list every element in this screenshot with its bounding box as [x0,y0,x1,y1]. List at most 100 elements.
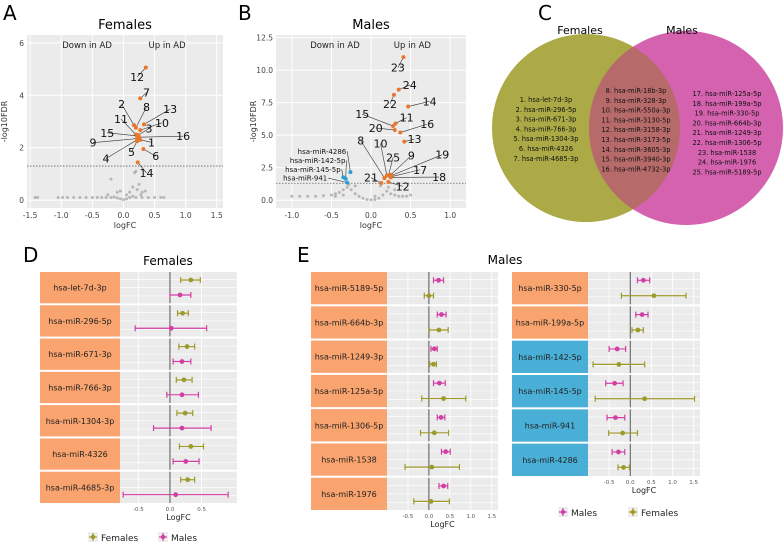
males-estimate-point [179,359,185,364]
venn-item-females: 5. hsa-miR-1304-3p [514,135,579,143]
nonsignificant-point [322,194,325,198]
label-leader-line [328,177,348,183]
females-estimate-point [184,344,190,349]
males-estimate-point [436,277,441,283]
label-leader-line [395,117,407,124]
venn-label-males: Males [666,24,698,37]
nonsignificant-point [353,192,357,196]
nonsignificant-point [109,177,113,181]
panel-label-b: B [238,1,252,25]
x-tick-label: 1.5 [487,514,496,520]
nonsignificant-point [333,194,337,198]
nonsignificant-point [153,196,157,200]
point-label: 10 [374,137,388,150]
row-strip-down [512,443,588,476]
venn-item-females: 3. hsa-miR-671-3p [516,116,577,124]
chart-title: Males [352,18,390,33]
nonsignificant-point [379,184,382,188]
row-label: hsa-miR-296-5p [48,317,112,326]
x-tick-label: -1.0 [285,211,300,220]
nonsignificant-point [397,194,401,198]
nonsignificant-point [60,196,64,200]
x-tick-label: 1.0 [444,211,456,220]
females-estimate-point [426,293,432,299]
row-strip-down [512,340,588,373]
males-estimate-point [616,449,621,455]
males-estimate-point [640,277,646,283]
point-label: hsa-miR-4286 [298,148,347,156]
point-label: 12 [396,180,410,193]
label-leader-line [131,141,138,153]
males-estimate-point [438,415,444,420]
x-tick-label: 0.0 [365,211,377,220]
x-tick-label: 0.0 [626,480,635,486]
females-estimate-point [188,277,194,283]
row-label: hsa-miR-125a-5p [315,387,383,396]
significant-point [391,92,396,97]
label-leader-line [92,138,138,144]
row-strip-up [311,272,387,305]
females-estimate-point [431,430,437,436]
row-strip-up [311,306,387,339]
row-strip-up [311,374,387,408]
venn-item-males: 25. hsa-miR-5189-5p [692,168,761,176]
x-tick-label: 1.0 [180,211,192,220]
row-label: hsa-miR-664b-3p [315,318,384,327]
nonsignificant-point [100,196,104,200]
significant-point [402,139,407,144]
legend-label-males: Males [571,509,597,519]
row-label: hsa-let-7d-3p [53,284,106,293]
y-tick-label: 0 [19,196,24,205]
point-label: 11 [114,113,128,126]
nonsignificant-point [373,194,377,198]
x-tick-label: -0.5 [324,211,339,220]
venn-item-males: 22. hsa-miR-1306-5p [692,139,761,147]
nonsignificant-point [143,189,147,193]
row-strip-up [40,272,120,304]
females-estimate-point [431,361,436,367]
label-leader-line [388,157,394,176]
venn-item-males: 20. hsa-miR-664b-3p [692,119,761,127]
chart-title: Females [98,18,152,33]
males-estimate-point [614,346,620,352]
significant-point [143,65,148,70]
chart-title: Females [143,254,193,268]
nonsignificant-point [131,185,135,189]
y-tick-label: 2 [19,144,24,153]
significant-point [135,160,140,165]
nonsignificant-point [349,188,353,192]
y-axis-label: -log10FDR [249,100,258,142]
nonsignificant-point [95,196,99,200]
males-estimate-point [612,380,618,386]
males-estimate-point [613,415,618,421]
label-leader-line [375,127,395,131]
nonsignificant-point [78,196,82,200]
y-tick-label: 5.0 [261,131,273,140]
y-tick-label: 4 [19,91,24,100]
row-label: hsa-miR-199a-5p [516,319,584,328]
point-label: 22 [383,98,397,111]
nonsignificant-point [90,196,94,200]
row-label: hsa-miR-4286 [522,456,578,465]
males-estimate-point [183,458,189,464]
significant-point [345,180,350,185]
point-label: 13 [408,133,422,146]
significant-point [348,170,353,175]
volcano-females: -1.5 -1.0 -0.5 0.0 0.5 1.0 1.5 0 2 4 6 Females logFC… [0,18,223,230]
significant-point [396,87,401,92]
point-label: 5 [128,146,135,159]
nonsignificant-point [298,194,302,198]
venn-item-males: 17. hsa-miR-125a-5p [693,90,762,98]
point-label: 8 [357,135,364,148]
y-tick-label: 2.5 [261,164,273,173]
males-estimate-point [179,392,185,398]
venn-item-females: 4. hsa-miR-766-3p [516,125,577,133]
panel-label-e: E [297,243,310,267]
volcano-males: -1.0 -0.5 0.0 0.5 1.0 0.0 2.5 5.0 7.5 10.0 12.5 Mal… [249,18,466,230]
y-tick-label: 12.5 [256,34,273,43]
nonsignificant-point [125,193,129,197]
males-estimate-point [436,380,442,386]
label-leader-line [137,162,147,174]
point-label: 24 [403,79,417,92]
row-strip-up [311,443,387,476]
